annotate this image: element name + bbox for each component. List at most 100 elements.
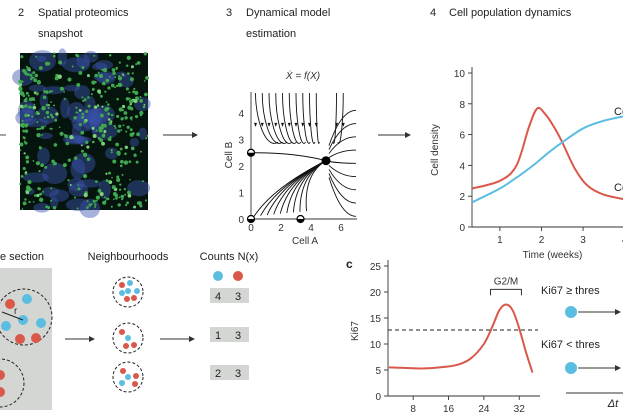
green-cell [23,70,28,75]
green-cell [110,83,115,88]
green-cell [81,112,85,116]
green-cell [51,159,55,164]
blue-stain [82,108,93,130]
green-cell [22,201,27,206]
blue-stain [38,132,53,140]
green-cell [35,92,39,96]
green-cell [124,145,128,149]
blue-stain [138,127,148,140]
green-cell [122,73,125,76]
green-cell [143,103,146,106]
panel-2-subtitle: snapshot [38,28,83,40]
green-cell [133,153,137,158]
flow-arrow [341,122,345,127]
green-cell [110,151,113,154]
green-cell [27,179,32,185]
green-cell [111,176,113,179]
green-cell [99,74,103,78]
streamline [309,92,316,144]
y-tick-label: 3 [238,136,244,147]
blue-stain [21,118,50,128]
green-cell [86,74,90,78]
green-cell [45,103,49,107]
arrow-icon [0,132,198,138]
green-cell [36,132,41,138]
blue-stain [95,60,114,70]
cell [120,368,126,374]
section-label: e section [0,251,44,263]
x-tick-label: 4 [622,235,623,246]
green-cell [83,120,87,124]
streamline [328,161,357,164]
y-tick-label: 10 [454,69,466,80]
green-cell [40,163,45,168]
green-cell [117,129,121,133]
green-cell [108,180,113,185]
green-cell [25,160,30,164]
flow-arrow [294,122,298,127]
green-cell [82,99,85,103]
green-cell [32,200,35,203]
blue-stain [127,179,151,197]
green-cell [44,125,47,127]
green-cell [69,135,74,140]
green-cell [25,98,28,101]
green-cell [124,116,128,120]
green-cell [95,180,98,183]
count-row [210,327,249,342]
green-cell [94,205,97,208]
green-cell [117,82,121,86]
panel-4-number: 4 [430,7,436,19]
green-cell [21,119,24,123]
blue-stain [49,189,70,202]
green-cell [27,114,30,117]
x-tick-label: 2 [278,223,284,234]
cell [119,329,125,335]
green-cell [101,105,104,108]
phase-xlabel: Cell A [292,236,318,247]
half-fill [247,152,255,157]
green-cell [24,104,28,108]
blue-cell-icon [213,271,223,281]
green-cell [24,171,28,174]
green-cell [106,197,110,201]
green-cell [98,128,103,133]
green-cell [113,198,115,201]
cell [1,321,11,331]
series-line [471,106,623,200]
green-cell [35,110,38,114]
green-cell [76,82,81,87]
green-cell [18,86,23,91]
green-cell [28,105,32,109]
green-cell [123,160,129,165]
green-cell [38,112,40,115]
green-cell [24,129,29,133]
blue-stain [63,84,80,92]
green-cell [104,196,106,199]
green-cell [144,199,148,202]
series-line [388,303,534,373]
green-cell [100,126,104,130]
green-cell [80,144,83,147]
stable-fixed-point [321,156,331,166]
green-cell [136,132,140,137]
flow-arrow [287,122,291,127]
cell [127,280,133,286]
green-cell [126,125,130,129]
green-cell [39,192,43,196]
green-cell [36,127,39,131]
green-cell [115,68,118,71]
green-cell [95,129,98,132]
green-cell [92,199,96,203]
green-cell [139,96,142,98]
cell [119,290,125,296]
phase-ylabel: Cell B [224,141,235,168]
green-cell [50,101,53,104]
streamline [295,92,306,144]
green-cell [41,134,43,136]
green-cell [57,74,62,79]
green-cell [118,76,122,80]
series-label: Ce [614,182,623,194]
green-cell [133,99,138,104]
green-cell [107,103,110,106]
